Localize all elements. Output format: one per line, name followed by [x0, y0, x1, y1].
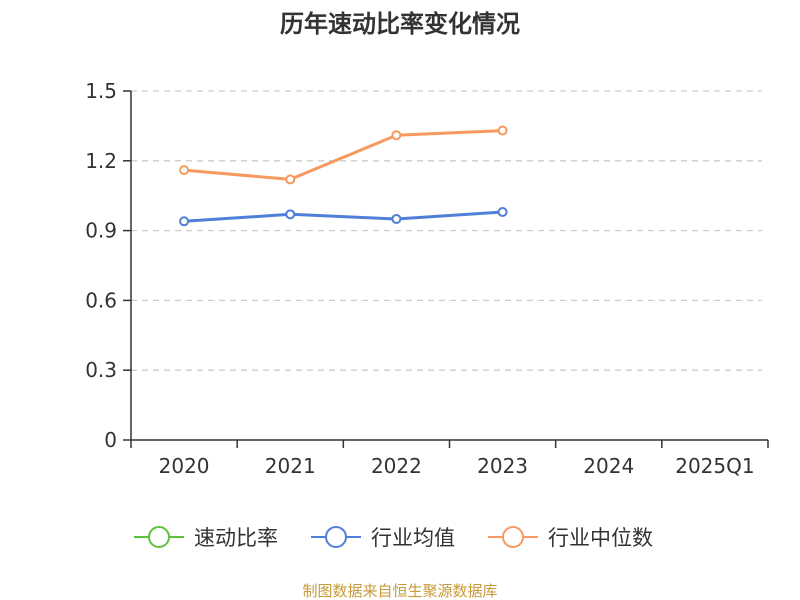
legend-item[interactable]: 行业中位数: [488, 526, 653, 550]
y-tick-label: 0.6: [85, 288, 117, 312]
series-layer: [179, 125, 508, 227]
y-tick-label: 0.9: [85, 219, 117, 243]
legend-marker: [502, 526, 524, 548]
legend-marker: [325, 526, 347, 548]
data-point[interactable]: [391, 213, 402, 224]
y-tick-label: 0.3: [85, 358, 117, 382]
y-tick-label: 0: [104, 428, 117, 452]
series-3: [179, 125, 508, 185]
legend-item[interactable]: 速动比率: [134, 526, 278, 550]
legend-label: 行业均值: [371, 526, 455, 550]
data-point[interactable]: [179, 165, 190, 176]
legend-item[interactable]: 行业均值: [311, 526, 455, 550]
x-tick-label: 2021: [265, 454, 316, 478]
data-point[interactable]: [497, 125, 508, 136]
axes: 0 0.3 0.6 0.9 1.2 1.5 2020 2021 2022 2023 2024 2025…: [85, 79, 769, 478]
legend[interactable]: 速动比率 行业均值 行业中位数: [134, 526, 653, 550]
series-line: [183, 129, 503, 181]
legend-label: 速动比率: [194, 526, 278, 550]
x-tick-label: 2022: [371, 454, 422, 478]
x-tick-label: 2025Q1: [675, 454, 754, 478]
y-tick-label: 1.5: [85, 79, 117, 103]
x-tick-label: 2024: [583, 454, 634, 478]
y-tick-label: 1.2: [85, 149, 117, 173]
legend-marker: [148, 526, 170, 548]
legend-label: 行业中位数: [548, 526, 653, 550]
series-2: [179, 206, 508, 227]
data-point[interactable]: [497, 206, 508, 217]
source-note: 制图数据来自恒生聚源数据库: [302, 582, 497, 600]
data-point[interactable]: [179, 216, 190, 227]
series-line: [184, 210, 503, 223]
data-point[interactable]: [285, 209, 296, 220]
x-tick-label: 2023: [477, 454, 528, 478]
chart-title: 历年速动比率变化情况: [280, 10, 520, 38]
data-point[interactable]: [285, 174, 296, 185]
data-point[interactable]: [391, 130, 402, 141]
x-tick-label: 2020: [159, 454, 210, 478]
